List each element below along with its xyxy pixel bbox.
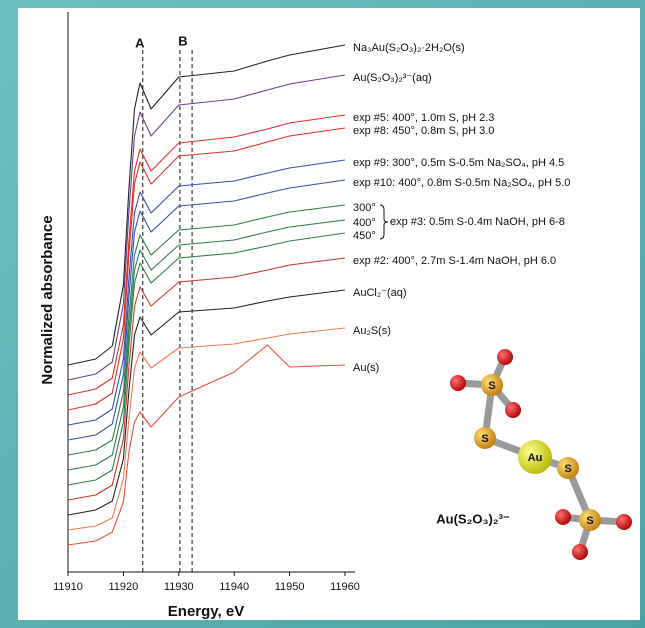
series-label: exp #9: 300°, 0.5m S-0.5m Na₂SO₄, pH 4.5 (353, 157, 564, 169)
atom-label: S (481, 433, 488, 445)
figure: Normalized absorbance Energy, eV S S Au … (0, 0, 645, 628)
atom-label: Au (528, 452, 543, 464)
series-label: Au(s) (353, 362, 379, 374)
series-label: 450° (353, 230, 376, 242)
x-tick-label: 11920 (109, 581, 139, 593)
series-label: Na₃Au(S₂O₃)₂·2H₂O(s) (353, 42, 465, 54)
x-axis-label: Energy, eV (168, 603, 244, 620)
series-label: Au(S₂O₃)₂³⁻(aq) (353, 72, 432, 84)
atom-label: S (586, 515, 593, 527)
series-label: exp #5: 400°, 1.0m S, pH 2.3 (353, 112, 494, 124)
series-label: exp #8: 450°, 0.8m S, pH 3.0 (353, 125, 494, 137)
series-label: 300° (353, 202, 376, 214)
atom-label: S (488, 380, 495, 392)
atom-label: S (564, 463, 571, 475)
x-tick-label: 11950 (275, 581, 305, 593)
x-tick-label: 11910 (53, 581, 83, 593)
reference-label: A (135, 35, 145, 50)
series-label: AuCl₂⁻(aq) (353, 287, 406, 299)
x-tick-label: 11940 (219, 581, 249, 593)
series-label: exp #2: 400°, 2.7m S-1.4m NaOH, pH 6.0 (353, 255, 556, 267)
series-label: 400° (353, 217, 376, 229)
panel (18, 8, 640, 620)
series-label: Au₂S(s) (353, 325, 391, 337)
x-tick-label: 11930 (164, 581, 194, 593)
series-label: exp #10: 400°, 0.8m S-0.5m Na₂SO₄, pH 5.… (353, 177, 570, 189)
x-tick-label: 11960 (330, 581, 360, 593)
annotation: exp #3: 0.5m S-0.4m NaOH, pH 6-8 (390, 216, 565, 228)
y-axis-label: Normalized absorbance (39, 215, 56, 384)
reference-label: B (178, 33, 187, 48)
molecule-label: Au(S₂O₃)₂³⁻ (436, 511, 510, 526)
